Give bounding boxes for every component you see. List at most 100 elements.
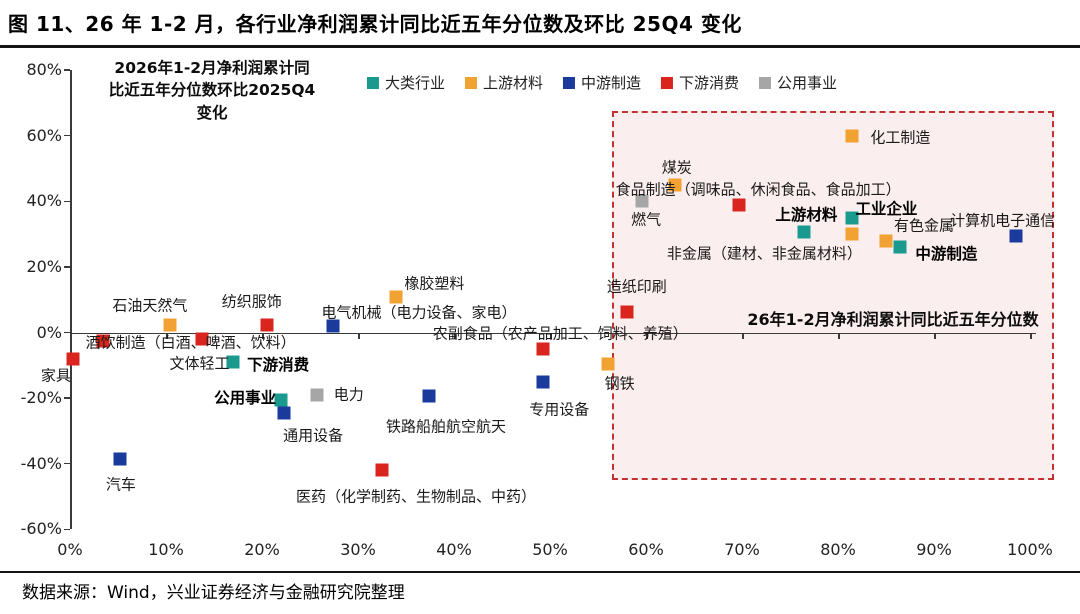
data-point (536, 375, 550, 389)
x-axis-line (70, 332, 1036, 334)
x-axis-tick (646, 332, 648, 339)
legend-label: 上游材料 (482, 74, 543, 92)
data-point (274, 393, 288, 407)
data-point-label: 公用事业 (214, 388, 277, 407)
x-tick-label: 10% (148, 540, 184, 559)
y-tick-label: -60% (20, 519, 62, 539)
y-tick-label: 60% (26, 125, 62, 145)
x-tick-label: 90% (916, 540, 952, 559)
data-point (226, 355, 240, 369)
x-axis-tick (838, 332, 840, 339)
legend-swatch-icon (661, 76, 674, 89)
y-axis-tick (64, 266, 70, 268)
legend-label: 公用事业 (777, 74, 838, 92)
data-point-label: 计算机电子通信 (950, 211, 1056, 230)
source-note: 数据来源：Wind，兴业证券经济与金融研究院整理 (22, 583, 405, 603)
data-point (536, 342, 550, 356)
y-tick-label: 0% (36, 322, 62, 342)
data-point (845, 129, 859, 143)
legend-item: 大类行业 (366, 72, 445, 93)
data-point (422, 389, 436, 403)
data-point-label: 电力 (333, 385, 364, 404)
data-point-label: 橡胶塑料 (404, 274, 465, 293)
x-tick-label: 80% (820, 540, 856, 559)
data-point-label: 通用设备 (283, 426, 344, 445)
x-tick-label: 40% (436, 540, 472, 559)
title-divider (0, 45, 1080, 48)
data-point-label: 食品制造（调味品、休闲食品、食品加工） (615, 180, 901, 199)
data-point (845, 227, 859, 241)
y-tick-label: 80% (26, 60, 62, 80)
data-point (797, 225, 811, 239)
x-tick-label: 20% (244, 540, 280, 559)
data-point-label: 文体轻工 (169, 354, 230, 373)
x-axis-tick (1030, 332, 1032, 339)
legend-swatch-icon (759, 76, 772, 89)
x-tick-label: 50% (532, 540, 568, 559)
data-point (113, 452, 127, 466)
y-axis-tick (64, 462, 70, 465)
y-axis-title: 2026年1-2月净利润累计同 比近五年分位数环比2025Q4 变化 (86, 57, 338, 124)
data-point-label: 专用设备 (529, 400, 590, 419)
data-point (326, 319, 340, 333)
data-point-label: 煤炭 (661, 158, 692, 177)
data-point-label: 铁路船舶航空航天 (386, 417, 507, 436)
data-point (310, 388, 324, 402)
y-axis-title-line: 变化 (196, 103, 228, 122)
data-point-label: 化工制造 (870, 128, 931, 147)
highlight-box (612, 111, 1054, 481)
x-axis-tick (742, 332, 744, 339)
data-point-label: 非金属（建材、非金属材料） (666, 244, 862, 263)
x-tick-label: 30% (340, 540, 376, 559)
data-point-label: 下游消费 (247, 356, 310, 375)
data-point (375, 463, 389, 477)
data-point (389, 290, 403, 304)
y-axis-tick (64, 200, 70, 203)
y-axis-title-line: 比近五年分位数环比2025Q4 (108, 81, 316, 100)
data-point-label: 酒饮制造（白酒、啤酒、饮料） (85, 333, 296, 352)
data-point (163, 318, 177, 332)
data-point-label: 家具 (40, 366, 71, 385)
data-point (668, 178, 682, 192)
legend-swatch-icon (464, 76, 477, 89)
x-axis-tick (358, 332, 360, 339)
y-tick-label: 20% (26, 256, 62, 276)
data-point-label: 造纸印刷 (606, 277, 667, 296)
x-axis-tick (934, 332, 936, 339)
data-point-label: 纺织服饰 (221, 292, 282, 311)
x-axis-tick (262, 332, 264, 339)
data-point (620, 305, 634, 319)
data-point (277, 406, 291, 420)
y-axis-line (70, 70, 72, 530)
data-point-label: 钢铁 (604, 374, 635, 393)
data-point-label: 石油天然气 (112, 296, 188, 315)
data-point-label: 汽车 (105, 475, 136, 494)
x-tick-label: 70% (724, 540, 760, 559)
y-axis-tick (64, 134, 70, 137)
data-point (879, 234, 893, 248)
data-point-label: 上游材料 (775, 206, 838, 225)
y-axis-tick (64, 69, 70, 71)
legend-label: 下游消费 (679, 74, 740, 92)
legend-item: 下游消费 (661, 72, 739, 93)
x-axis-tick (454, 332, 456, 339)
x-tick-label: 100% (1007, 540, 1053, 559)
x-axis-tick (166, 332, 168, 339)
data-point-label: 燃气 (631, 210, 662, 229)
legend-item: 公用事业 (759, 72, 837, 93)
data-point (66, 352, 80, 366)
x-axis-tick (550, 332, 552, 339)
data-point (893, 240, 907, 254)
legend-swatch-icon (562, 76, 575, 89)
x-tick-label: 0% (57, 540, 83, 559)
x-tick-label: 60% (628, 540, 664, 559)
y-axis-title-line: 2026年1-2月净利润累计同 (114, 59, 310, 77)
data-point-label: 农副食品（农产品加工、饲料、养殖） (432, 324, 688, 343)
data-point-label: 工业企业 (855, 199, 918, 218)
legend-item: 中游制造 (562, 72, 641, 93)
y-tick-label: -40% (20, 453, 62, 473)
legend-item: 上游材料 (464, 72, 543, 93)
data-point (601, 357, 615, 371)
